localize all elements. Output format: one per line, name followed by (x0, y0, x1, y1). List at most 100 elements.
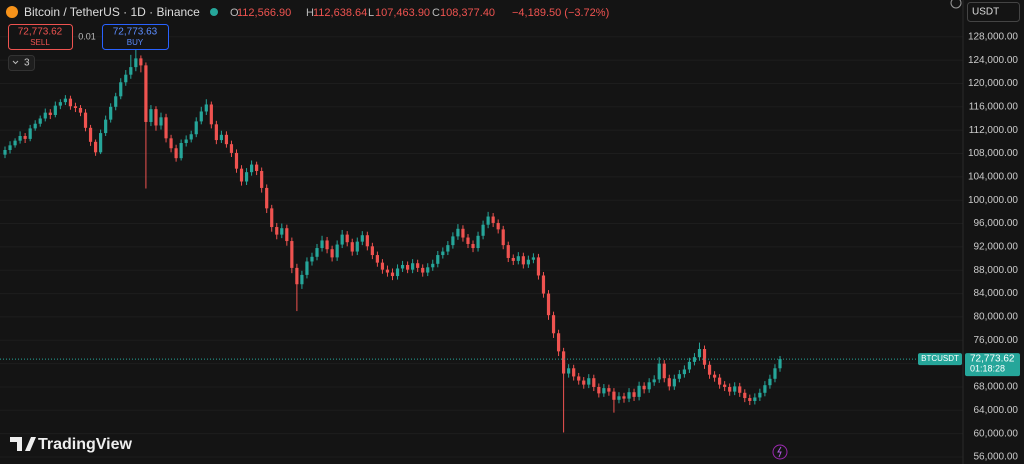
candle-body (104, 119, 108, 134)
candle-body (551, 315, 556, 334)
candle-body (753, 397, 757, 401)
candle-body (577, 376, 581, 381)
candle-body (335, 244, 339, 258)
sell-label[interactable]: SELL (30, 38, 50, 47)
buy-label[interactable]: BUY (127, 38, 144, 47)
symbol-title: Bitcoin / TetherUS · 1D · Binance (24, 5, 200, 19)
candle-body (642, 385, 646, 390)
candle-body (375, 255, 380, 263)
candle-body (83, 112, 88, 128)
candle-body (476, 235, 480, 249)
candle-body (174, 148, 178, 159)
candle-body (778, 359, 782, 369)
indicators-count[interactable]: 3 (24, 58, 30, 69)
candle-body (330, 249, 334, 258)
y-tick-label: 108,000.00 (968, 148, 1018, 159)
candle-body (446, 245, 450, 252)
alert-icon[interactable] (772, 444, 788, 460)
candle-body (295, 267, 299, 285)
candle-body (88, 127, 93, 142)
candle-body (350, 242, 354, 252)
coin-icon (6, 6, 18, 18)
candle-body (164, 117, 168, 139)
candle-body (345, 234, 349, 243)
grid (0, 36, 963, 458)
candle-body (134, 58, 138, 68)
candle-body (768, 378, 772, 386)
candle-body (300, 274, 304, 285)
candle-body (697, 349, 702, 358)
candle-body (416, 263, 420, 268)
candle-body (224, 134, 229, 145)
candle-body (179, 142, 183, 159)
candle-body (93, 141, 98, 153)
indicators-toggle[interactable] (8, 55, 35, 71)
candle-body (325, 240, 329, 250)
candle-body (667, 378, 671, 387)
candle-body (582, 380, 586, 385)
candle-body (622, 396, 626, 399)
candle-body (712, 374, 717, 378)
candle-body (501, 229, 505, 246)
currency-button[interactable] (967, 2, 1020, 22)
buy-price[interactable]: 72,773.63 (113, 27, 158, 38)
candle-body (723, 384, 727, 387)
y-tick-label: 64,000.00 (974, 405, 1019, 416)
candle-body (395, 268, 400, 277)
candle-body (436, 255, 440, 264)
candle-body (320, 240, 324, 249)
candle-body (718, 377, 722, 385)
ohlc-key: H (306, 7, 314, 19)
candle-body (365, 235, 369, 247)
lightning-icon (777, 446, 782, 458)
candle-body (53, 105, 57, 115)
candle-body (773, 368, 777, 379)
candle-body (466, 237, 470, 244)
candle-body (652, 379, 656, 383)
candle-body (607, 388, 611, 392)
price-tag (965, 353, 1020, 377)
candle-body (370, 246, 374, 256)
y-tick-label: 68,000.00 (974, 382, 1019, 393)
buy-button[interactable] (102, 24, 169, 50)
candle-body (743, 392, 747, 399)
candle-body (124, 74, 128, 83)
y-tick-label: 128,000.00 (968, 31, 1018, 42)
candles (0, 48, 963, 433)
candle-body (144, 65, 148, 122)
candle-body (290, 241, 294, 268)
candle-body (405, 264, 410, 270)
candle-body (214, 124, 218, 141)
candle-body (627, 392, 631, 399)
candle-body (285, 228, 289, 242)
candle-body (461, 228, 465, 238)
candle-body (471, 243, 475, 249)
spread: 0.01 (78, 31, 96, 41)
candle-body (159, 117, 163, 126)
candle-body (255, 164, 259, 172)
candle-body (707, 364, 712, 375)
candle-body (491, 216, 495, 223)
y-tick-label: 84,000.00 (974, 288, 1019, 299)
settings-icon[interactable] (950, 0, 962, 9)
candle-body (657, 363, 661, 380)
candle-body (758, 392, 762, 398)
currency[interactable]: USDT (972, 7, 999, 18)
candle-body (194, 121, 198, 135)
candle-body (28, 128, 32, 139)
y-tick-label: 88,000.00 (974, 265, 1019, 276)
candle-body (234, 152, 239, 169)
sell-button[interactable] (8, 24, 73, 50)
candle-body (662, 363, 666, 379)
y-tick-label: 120,000.00 (968, 78, 1018, 89)
ohlc-key: L (368, 7, 374, 19)
candle-body (13, 140, 17, 146)
candle-body (199, 111, 203, 122)
ohlc-key: C (432, 7, 440, 19)
candle-body (421, 267, 425, 273)
candle-body (310, 256, 314, 262)
sell-price[interactable]: 72,773.62 (18, 27, 63, 38)
candle-body (99, 133, 103, 153)
